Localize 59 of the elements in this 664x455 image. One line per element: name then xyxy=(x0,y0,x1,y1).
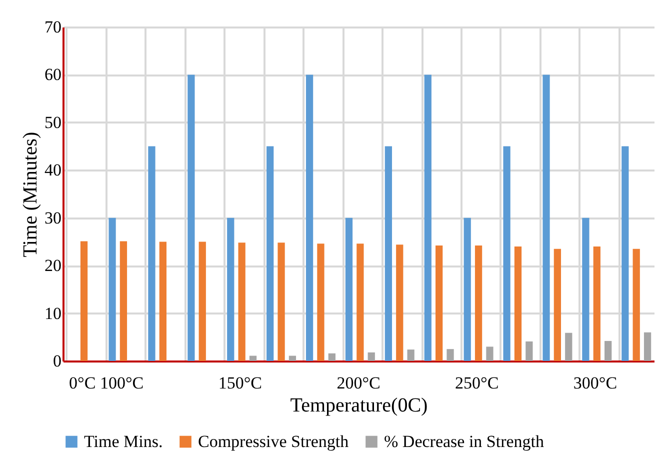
bar xyxy=(148,146,156,361)
bar xyxy=(486,346,494,361)
legend-label: % Decrease in Strength xyxy=(384,432,545,451)
bar xyxy=(503,146,510,361)
legend-label: Time Mins. xyxy=(84,432,163,451)
bar xyxy=(474,246,482,361)
y-tick-label: 50 xyxy=(44,112,62,132)
bar xyxy=(159,242,166,361)
x-tick-label: 100°C xyxy=(100,374,144,392)
y-tick-label: 0 xyxy=(53,352,62,370)
bar xyxy=(288,356,296,361)
y-tick-label: 70 xyxy=(44,18,62,36)
bar xyxy=(464,218,471,361)
bar xyxy=(446,349,454,361)
bar xyxy=(554,248,562,361)
x-axis-title: Temperature(0C) xyxy=(290,394,428,416)
y-tick-label: 60 xyxy=(44,65,62,84)
x-tick-label: 300°C xyxy=(573,374,618,392)
bar xyxy=(407,350,414,361)
bar xyxy=(345,218,353,361)
bar xyxy=(278,242,285,361)
y-tick-label: 20 xyxy=(44,256,62,276)
bar xyxy=(120,241,128,361)
bar xyxy=(542,74,550,361)
x-tick-label: 0°C xyxy=(69,374,96,392)
bar xyxy=(227,218,234,361)
bar xyxy=(526,341,533,361)
bar xyxy=(317,244,324,361)
bar xyxy=(436,246,443,361)
bar xyxy=(514,246,522,361)
bar xyxy=(565,332,572,361)
bar xyxy=(593,246,600,361)
bar xyxy=(249,356,257,361)
bar xyxy=(644,332,652,361)
bar xyxy=(80,241,88,361)
x-tick-label: 250°C xyxy=(455,374,499,392)
bar xyxy=(198,242,206,361)
y-tick-label: 10 xyxy=(44,304,62,323)
bar xyxy=(396,244,404,361)
x-tick-label: 150°C xyxy=(218,374,262,392)
bar xyxy=(108,218,116,361)
bar xyxy=(604,340,612,361)
y-tick-label: 40 xyxy=(44,160,62,180)
y-axis-title: Time (Minutes) xyxy=(20,132,42,258)
bar xyxy=(188,74,195,361)
bar xyxy=(622,146,629,361)
bar xyxy=(238,242,246,361)
legend-label: Compressive Strength xyxy=(198,432,350,451)
bar xyxy=(328,353,336,361)
x-tick-label: 200°C xyxy=(336,374,380,392)
bar xyxy=(582,218,590,361)
bar xyxy=(306,74,314,361)
bar xyxy=(266,146,274,361)
bar xyxy=(368,352,375,361)
y-tick-label: 30 xyxy=(44,208,62,228)
bar xyxy=(632,248,640,361)
bar xyxy=(384,146,392,361)
bar xyxy=(424,74,432,361)
bar xyxy=(356,244,364,361)
